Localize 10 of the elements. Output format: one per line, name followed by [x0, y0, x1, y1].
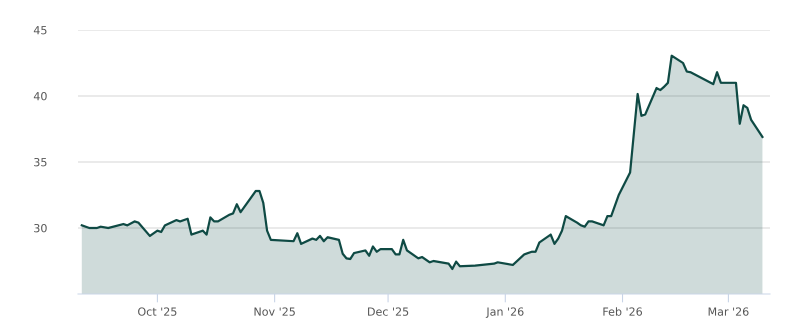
x-tick-label: Dec '25	[368, 307, 408, 316]
y-tick-label: 30	[34, 224, 47, 232]
x-tick-label: Mar '26	[708, 307, 749, 316]
x-tick-label: Nov '25	[254, 307, 295, 316]
x-tick-label: Feb '26	[603, 307, 642, 316]
x-tick-label: Jan '26	[486, 307, 524, 318]
x-tick-label: Oct '25	[138, 307, 176, 316]
y-tick-label: 35	[34, 158, 46, 166]
y-tick-label: 40	[34, 92, 47, 100]
y-tick-label: 45	[34, 26, 46, 34]
